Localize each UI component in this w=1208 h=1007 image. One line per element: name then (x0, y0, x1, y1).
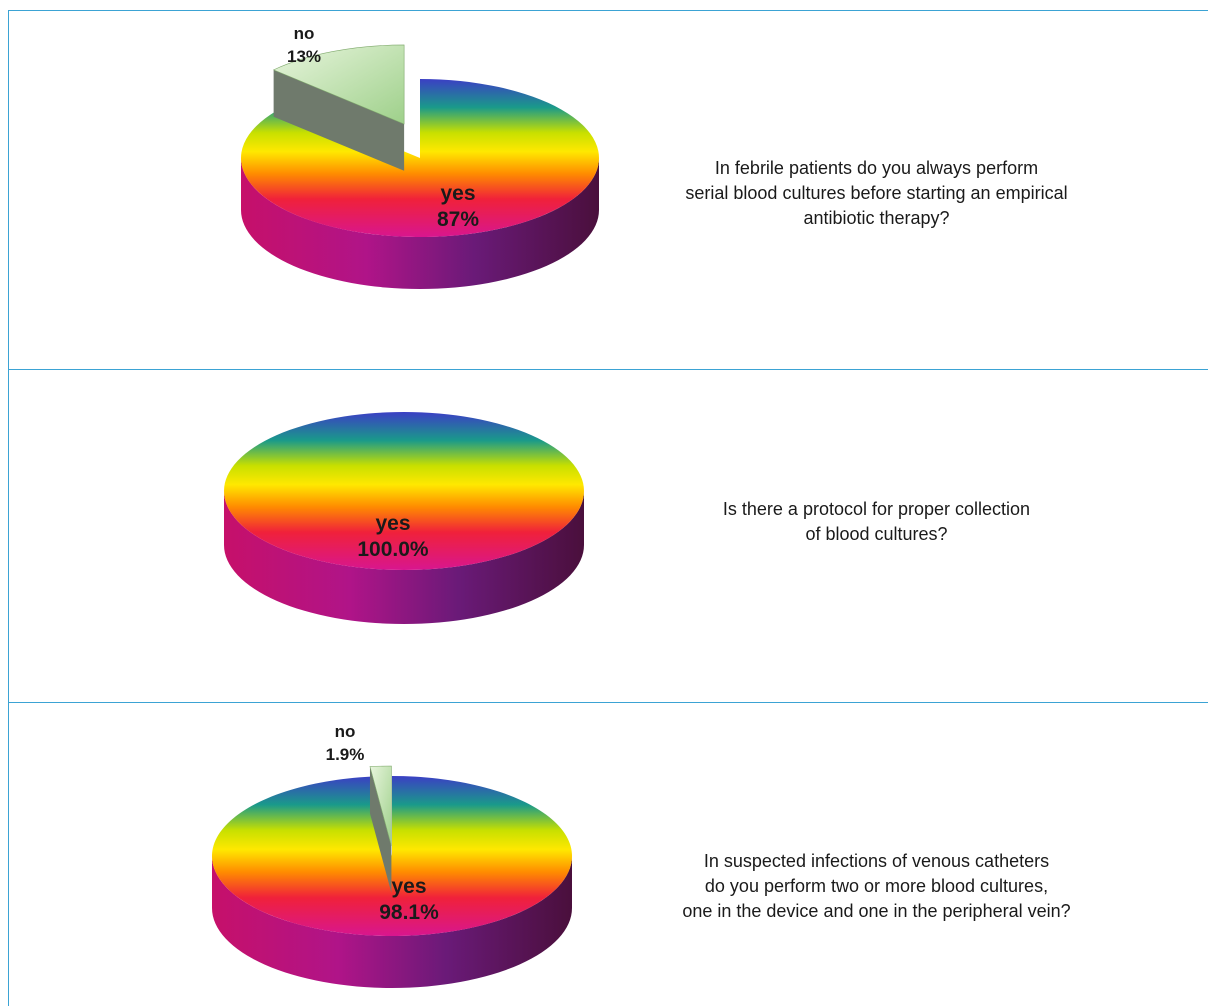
pie-side-wall (212, 856, 572, 988)
question-line: do you perform two or more blood culture… (704, 876, 1049, 896)
question-text-2: Is there a protocol for proper collectio… (634, 497, 1119, 547)
slice-label-yes-name: yes (440, 182, 475, 205)
question-line: serial blood cultures before starting an… (685, 183, 1068, 203)
slice-label-no-name: no (335, 722, 356, 741)
pie-slice-no (369, 765, 392, 893)
pie-slice-no (272, 44, 405, 171)
slice-label-yes-value: 87% (437, 208, 479, 231)
slice-label-yes-value: 100.0% (357, 538, 429, 561)
slice-label-yes-name: yes (375, 512, 410, 535)
question-line: one in the device and one in the periphe… (682, 901, 1071, 921)
pie-slice-yes (211, 776, 572, 936)
figure-frame: no 13% yes 87% In febrile patients do you a… (8, 10, 1208, 1006)
chart-panel-2: yes 100.0% Is there a protocol for proper… (8, 369, 1208, 702)
question-text-1: In febrile patients do you always perfor… (634, 156, 1119, 231)
question-line: Is there a protocol for proper collectio… (722, 499, 1031, 519)
pie-side-wall (224, 491, 584, 624)
slice-label-yes-name: yes (391, 875, 426, 898)
question-line: In suspected infections of venous cathet… (703, 851, 1050, 871)
question-line: of blood cultures? (805, 524, 948, 544)
question-text-3: In suspected infections of venous cathet… (634, 849, 1119, 924)
chart-panel-1: no 13% yes 87% In febrile patients do you a… (8, 10, 1208, 369)
chart-panel-3: no 1.9% yes 98.1% In suspected infections o… (8, 702, 1208, 1006)
pie-chart-3: no 1.9% yes 98.1% (211, 722, 572, 988)
pie-slice-yes (224, 412, 584, 570)
pie-chart-1: no 13% yes 87% (240, 24, 599, 289)
question-line: antibiotic therapy? (803, 208, 950, 228)
question-line: In febrile patients do you always perfor… (714, 158, 1039, 178)
slice-label-no-name: no (294, 24, 315, 43)
slice-label-no-value: 1.9% (326, 745, 365, 764)
slice-label-no-value: 13% (287, 47, 321, 66)
pie-side-wall (241, 158, 599, 289)
slice-label-yes-value: 98.1% (379, 901, 439, 924)
pie-slice-yes (240, 79, 599, 237)
pie-chart-2: yes 100.0% (224, 412, 584, 624)
